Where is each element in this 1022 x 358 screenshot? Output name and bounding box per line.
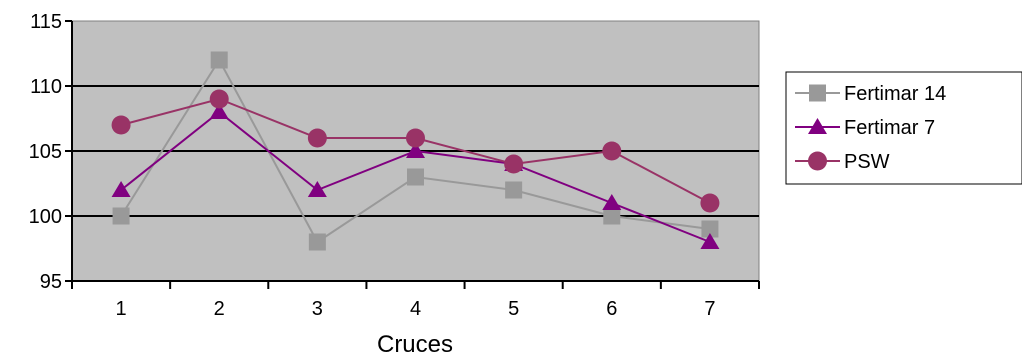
legend-label: Fertimar 7 xyxy=(844,117,935,139)
x-tick-label: 7 xyxy=(704,298,715,320)
series-3 xyxy=(111,89,720,213)
data-point xyxy=(307,181,327,197)
data-point xyxy=(602,141,622,161)
data-point xyxy=(209,103,229,119)
x-tick-label: 1 xyxy=(116,298,127,320)
x-axis-title: Cruces xyxy=(377,331,453,358)
y-tick-label: 95 xyxy=(40,271,62,293)
data-point xyxy=(504,154,524,174)
x-tick-label: 4 xyxy=(410,298,421,320)
x-tick-labels: 1 2 3 4 5 6 7 xyxy=(116,298,716,320)
data-point xyxy=(406,128,425,148)
data-point xyxy=(111,115,131,135)
x-tick-label: 2 xyxy=(214,298,225,320)
legend-marker xyxy=(808,118,827,134)
data-point xyxy=(112,207,130,225)
x-tick-label: 6 xyxy=(606,298,617,320)
legend-marker xyxy=(808,151,827,171)
data-point xyxy=(407,168,424,186)
data-point xyxy=(307,128,327,148)
legend-label: Fertimar 14 xyxy=(844,83,946,105)
y-tick-label: 100 xyxy=(29,206,62,228)
data-point xyxy=(603,207,621,225)
y-tick-labels: 95 100 105 110 115 xyxy=(29,11,62,293)
data-point xyxy=(308,233,326,251)
data-point xyxy=(505,181,523,199)
x-tick-label: 5 xyxy=(508,298,519,320)
data-point xyxy=(701,220,719,238)
axes xyxy=(65,20,760,289)
data-point xyxy=(111,181,131,197)
data-point xyxy=(700,233,720,249)
y-tick-label: 105 xyxy=(29,141,62,163)
legend-label: PSW xyxy=(844,151,890,173)
x-tick-label: 3 xyxy=(312,298,323,320)
legend-marker xyxy=(809,84,826,102)
data-point xyxy=(210,51,228,69)
legend: Fertimar 14 Fertimar 7 PSW xyxy=(785,71,1022,185)
data-point xyxy=(406,142,425,158)
y-tick-label: 110 xyxy=(30,76,62,98)
series-1 xyxy=(112,51,719,251)
series-layer xyxy=(111,51,720,251)
data-point xyxy=(209,89,229,109)
data-point xyxy=(602,194,622,210)
y-tick-label: 115 xyxy=(30,11,62,33)
data-point xyxy=(700,193,720,213)
